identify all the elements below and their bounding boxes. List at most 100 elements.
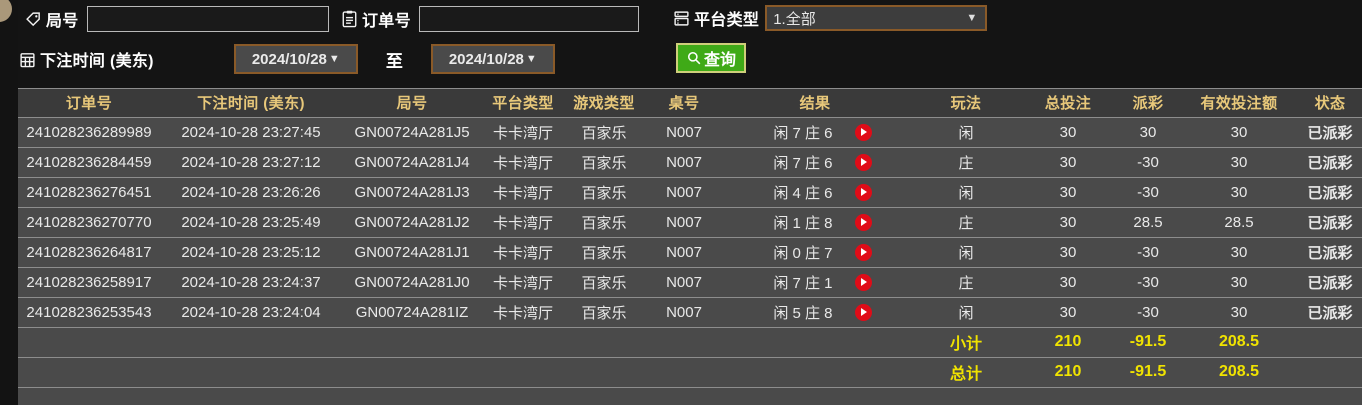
cell-round-no: GN00724A281J4 xyxy=(342,147,482,178)
bet-time-from-date[interactable]: 2024/10/28 ▼ xyxy=(233,44,358,74)
query-button[interactable]: 查询 xyxy=(676,43,747,73)
cell-table-no: N007 xyxy=(644,297,724,328)
cell-valid-bet: 28.5 xyxy=(1186,207,1292,238)
cell-game-type: 百家乐 xyxy=(564,117,644,148)
cell-valid-bet: 30 xyxy=(1186,237,1292,268)
col-header-result[interactable]: 结果 xyxy=(724,89,906,118)
summary-payout: -91.5 xyxy=(1110,327,1186,358)
cell-order-no: 241028236276451 xyxy=(18,177,160,208)
cell-round-no: GN00724A281J5 xyxy=(342,117,482,148)
cell-order-no: 241028236264817 xyxy=(18,237,160,268)
query-button-label: 查询 xyxy=(704,52,737,69)
cell-total-bet: 30 xyxy=(1026,117,1110,148)
cell-bet-side: 庄 xyxy=(906,147,1026,178)
col-header-bet-time[interactable]: 下注时间 (美东) xyxy=(160,89,342,118)
play-icon[interactable] xyxy=(854,183,872,201)
col-header-status[interactable]: 状态 xyxy=(1292,89,1362,118)
cell-payout: 28.5 xyxy=(1110,207,1186,238)
cell-bet-side: 闲 xyxy=(906,117,1026,148)
col-header-order-no[interactable]: 订单号 xyxy=(18,89,160,118)
cell-result: 闲 5 庄 8 xyxy=(724,297,906,328)
order-no-filter: 订单号 xyxy=(340,6,639,32)
cell-result: 闲 1 庄 8 xyxy=(724,207,906,238)
results-table: 订单号 下注时间 (美东) 局号 平台类型 游戏类型 桌号 结果 玩法 总投注 … xyxy=(18,89,1362,405)
cell-platform-type: 卡卡湾厅 xyxy=(482,207,564,238)
bet-time-filter: 下注时间 (美东) 2024/10/28 ▼ 至 2024/10/28 ▼ xyxy=(18,44,555,74)
cell-result: 闲 7 庄 6 xyxy=(724,117,906,148)
cell-valid-bet: 30 xyxy=(1186,177,1292,208)
cell-order-no: 241028236284459 xyxy=(18,147,160,178)
cell-valid-bet: 30 xyxy=(1186,297,1292,328)
cell-bet-time: 2024-10-28 23:26:26 xyxy=(160,177,342,208)
chevron-down-icon: ▼ xyxy=(328,52,340,65)
col-header-bet-side[interactable]: 玩法 xyxy=(906,89,1026,118)
table-header-row: 订单号 下注时间 (美东) 局号 平台类型 游戏类型 桌号 结果 玩法 总投注 … xyxy=(18,89,1362,118)
platform-type-select[interactable]: 1.全部 ▼ xyxy=(765,5,988,31)
summary-pad xyxy=(18,327,906,358)
round-no-filter: 局号 xyxy=(24,6,329,32)
summary-payout: -91.5 xyxy=(1110,357,1186,388)
cell-platform-type: 卡卡湾厅 xyxy=(482,297,564,328)
play-icon[interactable] xyxy=(854,273,872,291)
play-icon[interactable] xyxy=(854,213,872,231)
play-icon[interactable] xyxy=(854,123,872,141)
table-row[interactable]: 241028236258917 2024-10-28 23:24:37 GN0072… xyxy=(18,267,1362,298)
col-header-game-type[interactable]: 游戏类型 xyxy=(564,89,644,118)
query-row: 查询 xyxy=(676,43,747,73)
table-row[interactable]: 241028236289989 2024-10-28 23:27:45 GN0072… xyxy=(18,117,1362,148)
cell-bet-time: 2024-10-28 23:25:12 xyxy=(160,237,342,268)
server-icon xyxy=(672,9,690,27)
table-row[interactable]: 241028236253543 2024-10-28 23:24:04 GN0072… xyxy=(18,297,1362,328)
cell-table-no: N007 xyxy=(644,207,724,238)
table-row[interactable]: 241028236264817 2024-10-28 23:25:12 GN0072… xyxy=(18,237,1362,268)
bet-time-label: 下注时间 (美东) xyxy=(40,53,154,70)
cell-payout: -30 xyxy=(1110,297,1186,328)
col-header-total-bet[interactable]: 总投注 xyxy=(1026,89,1110,118)
cell-round-no: GN00724A281J0 xyxy=(342,267,482,298)
play-icon[interactable] xyxy=(854,303,872,321)
play-icon[interactable] xyxy=(854,243,872,261)
summary-total-bet: 210 xyxy=(1026,327,1110,358)
cell-result: 闲 4 庄 6 xyxy=(724,177,906,208)
order-no-input[interactable] xyxy=(418,6,639,32)
play-icon[interactable] xyxy=(854,153,872,171)
cell-platform-type: 卡卡湾厅 xyxy=(482,147,564,178)
chevron-down-icon: ▼ xyxy=(966,12,978,24)
status-badge: 已派彩 xyxy=(1292,117,1362,148)
cell-game-type: 百家乐 xyxy=(564,147,644,178)
table-row[interactable]: 241028236270770 2024-10-28 23:25:49 GN0072… xyxy=(18,207,1362,238)
summary-valid-bet: 208.5 xyxy=(1186,357,1292,388)
col-header-payout[interactable]: 派彩 xyxy=(1110,89,1186,118)
cell-result: 闲 0 庄 7 xyxy=(724,237,906,268)
cell-table-no: N007 xyxy=(644,147,724,178)
cell-payout: -30 xyxy=(1110,237,1186,268)
cell-bet-time: 2024-10-28 23:24:37 xyxy=(160,267,342,298)
col-header-valid-bet[interactable]: 有效投注额 xyxy=(1186,89,1292,118)
summary-pad-2 xyxy=(1292,357,1362,388)
col-header-round-no[interactable]: 局号 xyxy=(342,89,482,118)
cell-platform-type: 卡卡湾厅 xyxy=(482,177,564,208)
col-header-table-no[interactable]: 桌号 xyxy=(644,89,724,118)
cell-round-no: GN00724A281IZ xyxy=(342,297,482,328)
summary-row: 小计 210 -91.5 208.5 xyxy=(18,327,1362,358)
empty-cell xyxy=(18,387,1362,405)
cell-payout: -30 xyxy=(1110,147,1186,178)
cell-bet-time: 2024-10-28 23:24:04 xyxy=(160,297,342,328)
cell-platform-type: 卡卡湾厅 xyxy=(482,267,564,298)
summary-pad-2 xyxy=(1292,327,1362,358)
results-table-container: 订单号 下注时间 (美东) 局号 平台类型 游戏类型 桌号 结果 玩法 总投注 … xyxy=(18,88,1362,405)
chevron-down-icon: ▼ xyxy=(525,52,537,65)
filter-bar: 局号 订单号 xyxy=(0,0,1362,88)
table-row[interactable]: 241028236276451 2024-10-28 23:26:26 GN0072… xyxy=(18,177,1362,208)
col-header-platform-type[interactable]: 平台类型 xyxy=(482,89,564,118)
result-text: 闲 7 庄 6 xyxy=(773,124,833,142)
bet-time-from-value: 2024/10/28 xyxy=(251,50,327,68)
cell-valid-bet: 30 xyxy=(1186,117,1292,148)
cell-valid-bet: 30 xyxy=(1186,147,1292,178)
search-icon xyxy=(686,51,701,66)
table-row[interactable]: 241028236284459 2024-10-28 23:27:12 GN0072… xyxy=(18,147,1362,178)
status-badge: 已派彩 xyxy=(1292,207,1362,238)
round-no-input[interactable] xyxy=(86,6,329,32)
bet-time-to-date[interactable]: 2024/10/28 ▼ xyxy=(430,44,555,74)
